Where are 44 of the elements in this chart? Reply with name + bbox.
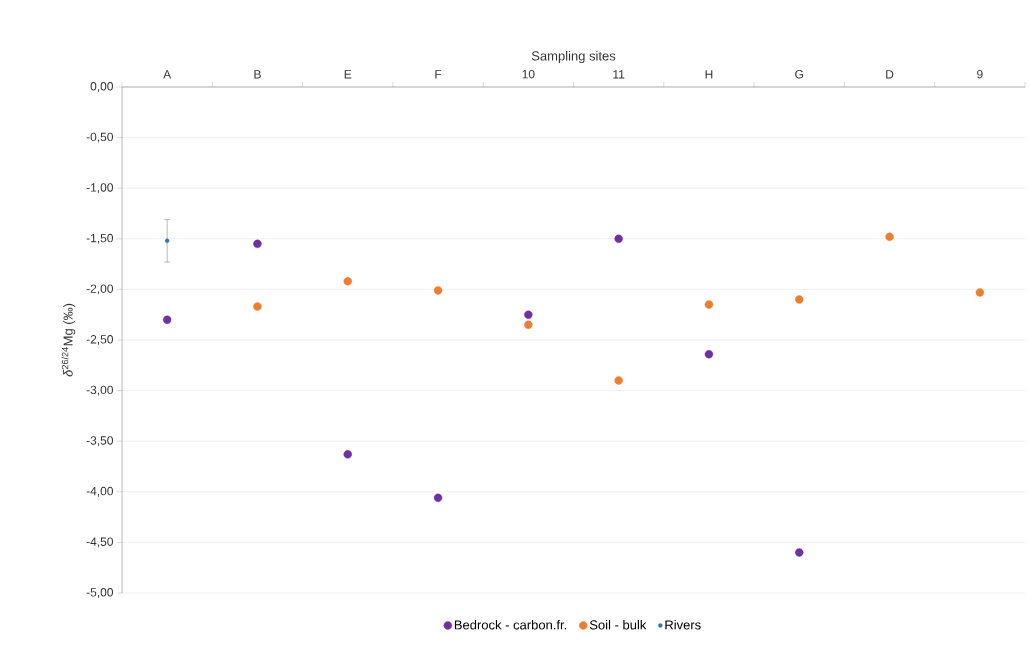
- y-tick-label: -4,00: [86, 486, 114, 497]
- y-tick-label: -4,50: [86, 537, 114, 548]
- point: [343, 277, 352, 286]
- point: [795, 295, 804, 304]
- x-tick-label: H: [705, 70, 713, 79]
- y-tick-label: -1,50: [86, 233, 114, 244]
- x-tick-label: B: [254, 70, 261, 79]
- y-tick-label: -0,50: [86, 132, 114, 143]
- point: [253, 239, 262, 249]
- x-tick-label: 11: [613, 70, 625, 79]
- legend-label: Soil - bulk: [589, 619, 647, 630]
- point: [614, 376, 623, 385]
- y-tick-label: -2,00: [86, 284, 114, 295]
- y-tick-label: -3,50: [86, 436, 114, 447]
- point: [704, 349, 714, 359]
- y-axis-title: δ$^{26/24}$Mg (‰): [61, 303, 76, 377]
- x-tick-label: 10: [522, 69, 535, 79]
- y-tick-label: -5,00: [86, 588, 114, 598]
- point: [975, 288, 985, 297]
- point: [524, 310, 533, 319]
- x-tick-label: F: [435, 70, 442, 79]
- legend-label: Rivers: [665, 619, 701, 630]
- x-tick-label: 9: [977, 69, 983, 79]
- point: [524, 320, 533, 330]
- x-tick-label: E: [344, 70, 352, 79]
- point: [614, 234, 623, 243]
- y-tick-label: -2,50: [86, 335, 114, 345]
- point: [433, 493, 443, 503]
- point: [433, 286, 443, 295]
- point: [795, 548, 804, 557]
- y-tick-label: -1,00: [86, 183, 114, 194]
- point: [162, 315, 172, 324]
- x-axis-title: Sampling sites: [531, 50, 616, 64]
- x-tick-label: A: [163, 70, 172, 79]
- point: [885, 232, 894, 241]
- point: [164, 238, 170, 244]
- y-tick-label: -3,00: [86, 385, 114, 396]
- point: [253, 302, 262, 311]
- x-tick-label: G: [795, 69, 804, 79]
- legend-label: Bedrock - carbon.fr.: [454, 619, 567, 630]
- y-tick-label: 0,00: [90, 82, 114, 92]
- point: [343, 450, 352, 459]
- x-tick-label: D: [886, 70, 894, 79]
- point: [704, 300, 714, 309]
